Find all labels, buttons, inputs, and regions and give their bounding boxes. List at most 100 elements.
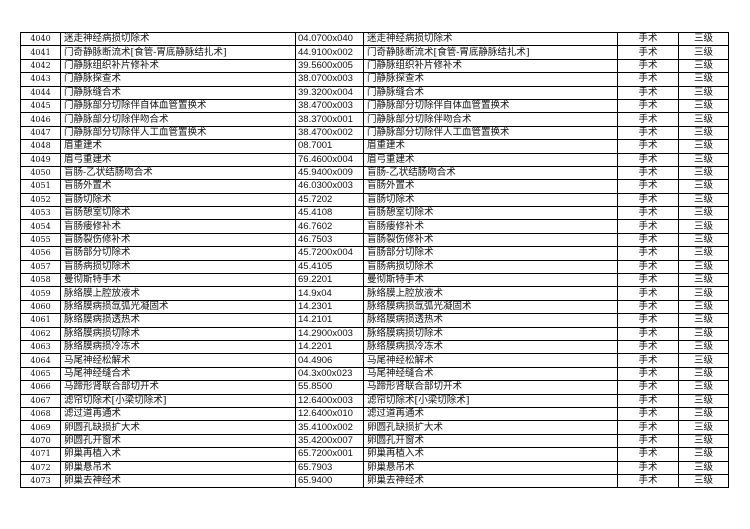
procedure-code: 45.7200x004 (295, 246, 364, 261)
procedure-name-2: 马尾神经缝合术 (363, 366, 618, 382)
procedure-name-2: 眉弓重建术 (363, 152, 618, 167)
row-number: 4072 (20, 460, 61, 475)
procedure-type: 手术 (617, 393, 679, 408)
row-number: 4057 (20, 259, 61, 275)
table-row: 4061 脉络膜病损透热术 14.2101 脉络膜病损透热术 手术 三级 (20, 313, 729, 328)
procedure-level: 三级 (678, 152, 729, 167)
procedure-code: 04.4906 (295, 353, 364, 368)
procedure-code: 38.4700x003 (295, 98, 364, 114)
procedure-code: 12.6400x010 (295, 406, 364, 422)
table-row: 4066 马蹄形肾联合部切开术 55.8500 马蹄形肾联合部切开术 手术 三级 (20, 380, 729, 395)
row-number: 4054 (20, 219, 61, 234)
row-number: 4068 (20, 406, 61, 422)
procedure-name-2: 门静脉部分切除伴人工血管置换术 (363, 125, 618, 141)
procedure-code: 69.2201 (295, 273, 364, 288)
table-row: 4058 曼彻斯特手术 69.2201 曼彻斯特手术 手术 三级 (20, 273, 729, 288)
procedure-name-2: 盲肠病损切除术 (363, 259, 618, 275)
row-number: 4041 (20, 45, 61, 60)
procedure-name-2: 门静脉探查术 (363, 72, 618, 87)
procedure-name-2: 盲肠切除术 (363, 192, 618, 208)
procedure-code: 46.7503 (295, 232, 364, 248)
procedure-name: 滤帘切除术[小梁切除术] (60, 393, 296, 408)
procedure-code: 38.3700x001 (295, 112, 364, 127)
procedure-name: 眉重建术 (60, 139, 296, 154)
procedure-type: 手术 (617, 366, 679, 382)
row-number: 4067 (20, 393, 61, 408)
table-row: 4049 眉弓重建术 76.4600x004 眉弓重建术 手术 三级 (20, 152, 729, 167)
procedure-name-2: 脉络膜病损冷冻术 (363, 339, 618, 355)
table-row: 4072 卵巢悬吊术 65.7903 卵巢悬吊术 手术 三级 (20, 460, 729, 475)
row-number: 4073 (20, 473, 61, 489)
table-row: 4056 盲肠部分切除术 45.7200x004 盲肠部分切除术 手术 三级 (20, 246, 729, 261)
procedure-type: 手术 (617, 31, 679, 47)
procedure-name-2: 门静脉部分切除伴吻合术 (363, 112, 618, 127)
row-number: 4065 (20, 366, 61, 382)
row-number: 4070 (20, 433, 61, 449)
procedure-code: 39.3200x004 (295, 85, 364, 100)
procedure-code: 45.4105 (295, 259, 364, 275)
procedure-type: 手术 (617, 299, 679, 315)
row-number: 4071 (20, 447, 61, 462)
procedure-code: 65.7200x001 (295, 447, 364, 462)
table-row: 4062 脉络膜病损切除术 14.2900x003 脉络膜病损切除术 手术 三级 (20, 326, 729, 341)
row-number: 4048 (20, 139, 61, 154)
procedure-level: 三级 (678, 232, 729, 248)
procedure-type: 手术 (617, 85, 679, 100)
procedure-name-2: 脉络膜上腔放液术 (363, 286, 618, 301)
procedure-name: 盲肠-乙状结肠吻合术 (60, 165, 296, 181)
procedure-name-2: 门静脉组织补片修补术 (363, 58, 618, 74)
row-number: 4047 (20, 125, 61, 141)
procedure-code: 04.0700x040 (295, 31, 364, 47)
procedure-name: 卵圆孔缺损扩大术 (60, 420, 296, 435)
procedure-name-2: 门静脉部分切除伴自体血管置换术 (363, 98, 618, 114)
row-number: 4042 (20, 58, 61, 74)
procedure-name: 卵巢去神经术 (60, 473, 296, 489)
procedure-type: 手术 (617, 165, 679, 181)
procedure-name-2: 门静脉缝合术 (363, 85, 618, 100)
table-row: 4067 滤帘切除术[小梁切除术] 12.6400x003 滤帘切除术[小梁切除术] 手… (20, 393, 729, 408)
row-number: 4040 (20, 31, 61, 47)
table-row: 4043 门静脉探查术 38.0700x003 门静脉探查术 手术 三级 (20, 72, 729, 87)
table-row: 4055 盲肠裂伤修补术 46.7503 盲肠裂伤修补术 手术 三级 (20, 232, 729, 248)
row-number: 4063 (20, 339, 61, 355)
procedure-name: 门静脉部分切除伴自体血管置换术 (60, 98, 296, 114)
procedure-name: 盲肠瘘修补术 (60, 219, 296, 234)
procedure-code: 38.0700x003 (295, 72, 364, 87)
table-row: 4054 盲肠瘘修补术 46.7602 盲肠瘘修补术 手术 三级 (20, 219, 729, 234)
procedure-level: 三级 (678, 420, 729, 435)
procedure-level: 三级 (678, 139, 729, 154)
table-row: 4060 脉络膜病损氙弧光凝固术 14.2301 脉络膜病损氙弧光凝固术 手术 三级 (20, 299, 729, 315)
row-number: 4052 (20, 192, 61, 208)
procedure-name: 眉弓重建术 (60, 152, 296, 167)
procedure-name: 门奇静脉断流术[食管-胃底静脉结扎术] (60, 45, 296, 60)
table-row: 4065 马尾神经缝合术 04.3x00x023 马尾神经缝合术 手术 三级 (20, 366, 729, 382)
procedure-type: 手术 (617, 473, 679, 489)
procedure-level: 三级 (678, 206, 729, 221)
procedure-type: 手术 (617, 192, 679, 208)
procedure-type: 手术 (617, 420, 679, 435)
procedure-name: 脉络膜病损透热术 (60, 313, 296, 328)
procedure-name-2: 迷走神经病损切除术 (363, 31, 618, 47)
procedure-name-2: 卵圆孔缺损扩大术 (363, 420, 618, 435)
procedure-type: 手术 (617, 139, 679, 154)
procedure-level: 三级 (678, 219, 729, 234)
procedure-name: 卵巢再植入术 (60, 447, 296, 462)
procedure-code: 55.8500 (295, 380, 364, 395)
procedure-code: 14.2301 (295, 299, 364, 315)
procedure-name: 卵圆孔开窗术 (60, 433, 296, 449)
table-row: 4040 迷走神经病损切除术 04.0700x040 迷走神经病损切除术 手术 三级 (20, 31, 729, 47)
procedure-level: 三级 (678, 286, 729, 301)
procedure-name-2: 曼彻斯特手术 (363, 273, 618, 288)
procedure-code: 14.9x04 (295, 286, 364, 301)
procedure-name: 脉络膜上腔放液术 (60, 286, 296, 301)
procedure-name-2: 眉重建术 (363, 139, 618, 154)
procedure-name: 脉络膜病损冷冻术 (60, 339, 296, 355)
row-number: 4053 (20, 206, 61, 221)
procedure-type: 手术 (617, 232, 679, 248)
procedure-code: 35.4200x007 (295, 433, 364, 449)
procedure-name-2: 马蹄形肾联合部切开术 (363, 380, 618, 395)
row-number: 4045 (20, 98, 61, 114)
table-row: 4064 马尾神经松解术 04.4906 马尾神经松解术 手术 三级 (20, 353, 729, 368)
table-row: 4073 卵巢去神经术 65.9400 卵巢去神经术 手术 三级 (20, 473, 729, 489)
procedure-type: 手术 (617, 460, 679, 475)
